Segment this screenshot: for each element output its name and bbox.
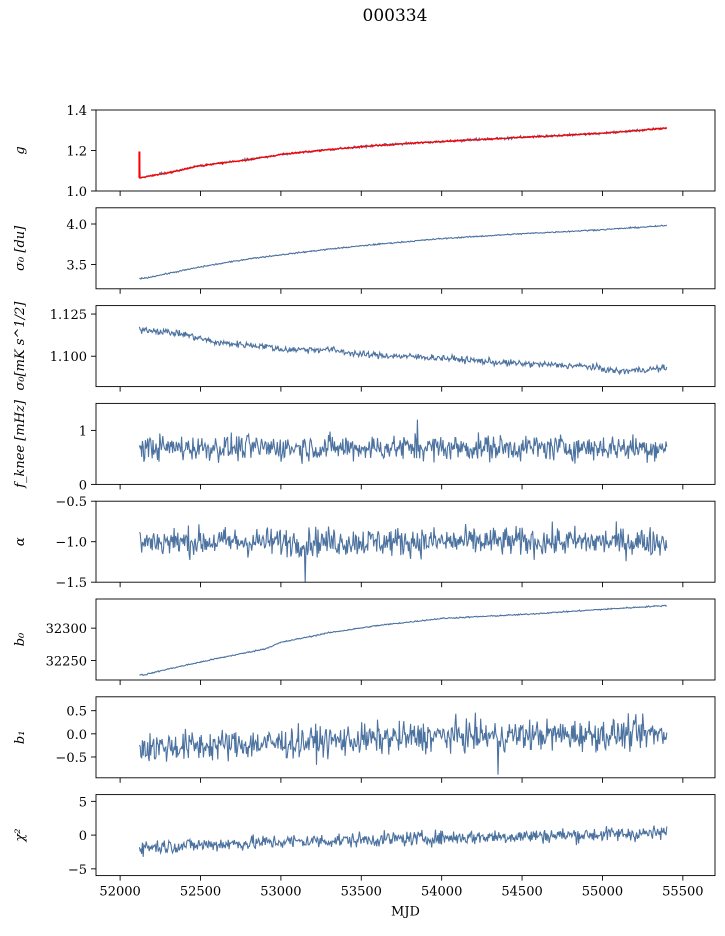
y-tick-label: −1.0	[55, 536, 87, 551]
y-tick-label: 5	[79, 795, 87, 810]
series-line	[139, 224, 668, 280]
model-line	[138, 126, 668, 179]
y-axis-label: b₀	[13, 632, 28, 646]
x-tick-label: 55000	[582, 885, 623, 900]
figure-title: 000334	[362, 6, 428, 26]
x-tick-label: 53000	[260, 885, 301, 900]
y-tick-label: 0	[79, 478, 87, 493]
y-tick-label: 1.2	[66, 145, 87, 160]
x-tick-label: 53500	[341, 885, 382, 900]
y-tick-label: 0.0	[66, 728, 87, 743]
y-tick-label: 3.5	[66, 259, 87, 274]
y-tick-label: 1.125	[50, 308, 87, 323]
y-tick-label: −0.5	[55, 751, 87, 766]
panel-5: −1.5 −1.0 −0.5 α	[13, 495, 716, 591]
x-tick-label: 54500	[501, 885, 542, 900]
y-tick-label: 32300	[46, 622, 87, 637]
panel-2: 3.5 4.0 σ₀ [du]	[13, 207, 716, 294]
y-tick-label: 0	[79, 829, 87, 844]
x-tick-label: 52500	[180, 885, 221, 900]
y-tick-label: 1	[79, 424, 87, 439]
panel-6: 32250 32300 b₀	[13, 598, 716, 685]
series-line	[138, 521, 668, 583]
y-axis-label: b₁	[13, 731, 28, 745]
axes-frame	[95, 696, 716, 779]
axes-frame	[95, 598, 716, 681]
x-axis-label: MJD	[391, 905, 420, 920]
series-line	[138, 712, 668, 775]
y-tick-label: 0.5	[66, 705, 87, 720]
series-line	[139, 604, 668, 677]
panel-7: −0.5 0.0 0.5 b₁	[13, 696, 716, 783]
axes-frame	[95, 207, 716, 290]
series-line	[138, 126, 667, 179]
series-line	[138, 825, 668, 857]
panel-8: −5 0 5 52000 52500 53000 53500 54000 54500 55000 5…	[13, 794, 716, 900]
axes-frame	[95, 794, 716, 877]
y-tick-label: 1.4	[66, 104, 87, 119]
y-axis-label: α	[13, 537, 28, 546]
y-axis-label: g	[13, 146, 28, 154]
panel-4: 0 1 f_knee [mHz]	[13, 399, 716, 493]
y-axis-label: σ₀ [du]	[13, 225, 28, 271]
y-tick-label: 4.0	[66, 218, 87, 233]
x-tick-label: 52000	[99, 885, 140, 900]
y-axis-label: σ₀[mK s^1/2]	[13, 301, 28, 391]
panel-1: 1.0 1.2 1.4 g	[13, 104, 716, 200]
axes-frame	[95, 402, 716, 485]
axes-frame	[95, 305, 716, 388]
y-tick-label: −0.5	[55, 495, 87, 510]
x-tick-label: 55500	[662, 885, 703, 900]
y-tick-label: −1.5	[55, 576, 87, 591]
series-line	[138, 326, 668, 376]
series-line	[138, 419, 668, 464]
panel-3: 1.100 1.125 σ₀[mK s^1/2]	[13, 301, 716, 392]
y-tick-label: 32250	[46, 655, 87, 670]
y-axis-label: χ²	[13, 829, 28, 843]
axes-frame	[95, 109, 716, 192]
y-tick-label: 1.100	[50, 350, 87, 365]
y-tick-label: 1.0	[66, 185, 87, 200]
y-tick-label: −5	[68, 863, 87, 878]
x-tick-label: 54000	[421, 885, 462, 900]
y-axis-label: f_knee [mHz]	[13, 399, 28, 489]
